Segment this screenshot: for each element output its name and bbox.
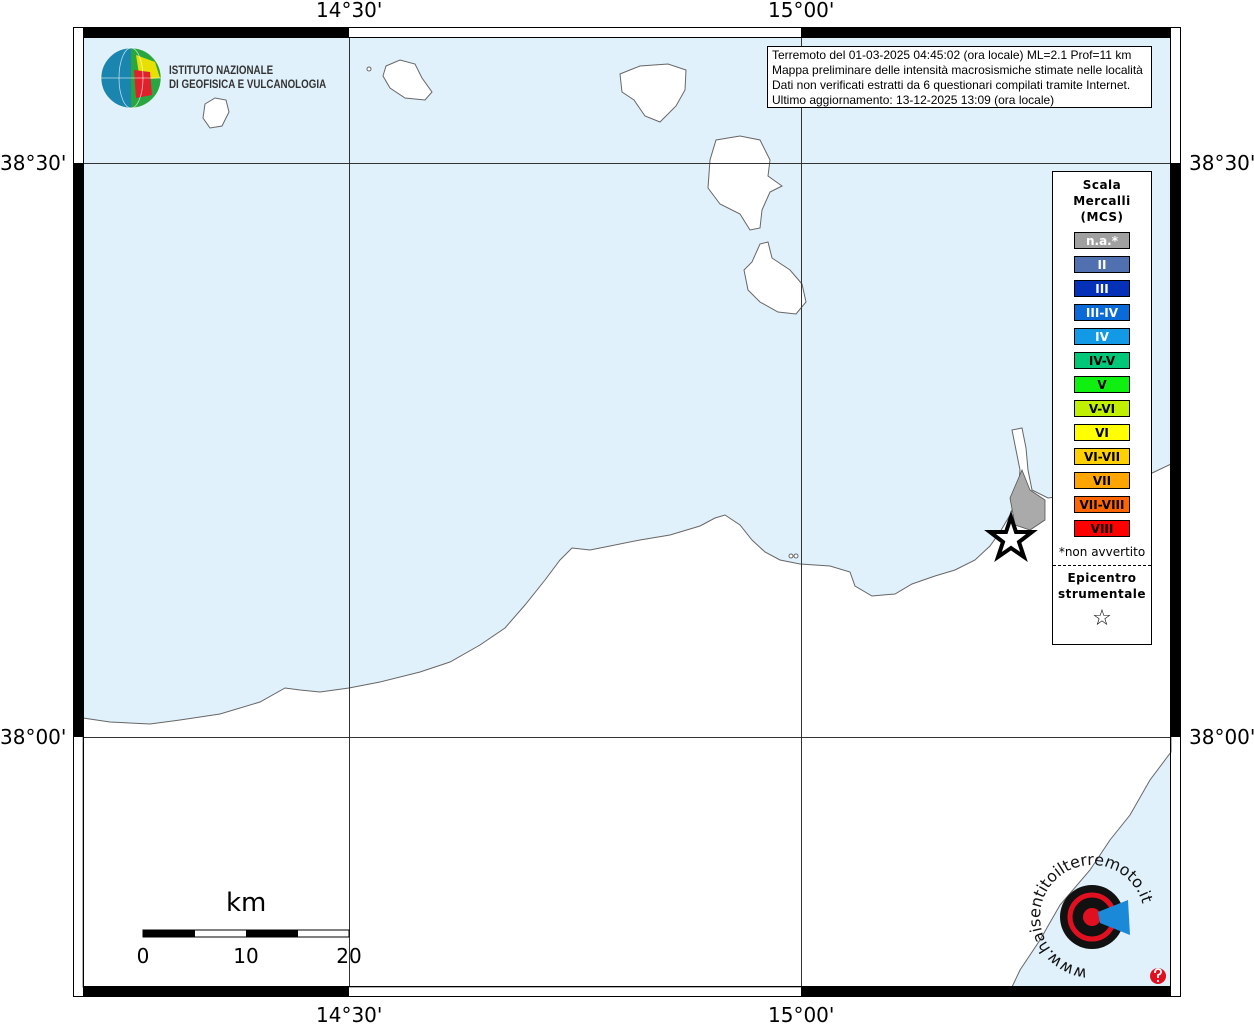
- lat-label-right-1: 38°30': [1189, 151, 1254, 175]
- lon-label-bottom-2: 15°00': [768, 1003, 835, 1027]
- map-frame-inner: [83, 37, 1171, 987]
- ingv-name-line2: DI GEOFISICA E VULCANOLOGIA: [169, 79, 327, 91]
- legend-divider: [1053, 565, 1151, 566]
- event-info-line: Ultimo aggiornamento: 13-12-2025 13:09 (…: [772, 93, 1055, 107]
- intensity-area: [1009, 468, 1046, 531]
- question-badge-icon: [1150, 968, 1166, 984]
- island: [743, 241, 807, 315]
- legend-swatch: III-IV: [1074, 304, 1130, 321]
- lon-label-top-2: 15°00': [768, 0, 835, 22]
- ingv-logo-text: ISTITUTO NAZIONALE DI GEOFISICA E VULCAN…: [169, 64, 326, 92]
- scale-bar: [142, 929, 350, 938]
- event-info-line: Dati non verificati estratti da 6 questi…: [772, 78, 1131, 92]
- scale-tick-label: 10: [233, 944, 259, 968]
- legend-note: *non avvertito: [1058, 545, 1146, 559]
- legend-swatch: II: [1074, 256, 1130, 273]
- island: [382, 59, 433, 101]
- ingv-name-line1: ISTITUTO NAZIONALE: [169, 65, 274, 77]
- island: [202, 97, 230, 129]
- lat-label-left-2: 38°00': [0, 725, 67, 749]
- graticule: [83, 37, 1171, 987]
- scale-tick-label: 0: [136, 944, 150, 968]
- legend-swatch: VII: [1074, 472, 1130, 489]
- islet: [793, 553, 799, 559]
- legend-swatch: n.a.*: [1074, 232, 1130, 249]
- legend-title-line: (MCS): [1080, 210, 1124, 224]
- legend-swatch: III: [1074, 280, 1130, 297]
- lon-label-bottom-1: 14°30': [316, 1003, 383, 1027]
- lat-label-left-1: 38°30': [0, 151, 67, 175]
- legend-swatch: VIII: [1074, 520, 1130, 537]
- legend-swatch: VII-VIII: [1074, 496, 1130, 513]
- legend-swatch: VI-VII: [1074, 448, 1130, 465]
- legend-swatch: V: [1074, 376, 1130, 393]
- legend-swatch: IV: [1074, 328, 1130, 345]
- legend-swatch: V-VI: [1074, 400, 1130, 417]
- island: [707, 135, 783, 231]
- lat-label-right-2: 38°00': [1189, 725, 1254, 749]
- ingv-logo-globe-icon: [100, 47, 162, 109]
- scale-tick-label: 20: [336, 944, 362, 968]
- legend-title: Scala Mercalli (MCS): [1053, 177, 1151, 225]
- island: [619, 63, 687, 123]
- islet: [788, 553, 794, 559]
- event-info-line: Mappa preliminare delle intensità macros…: [772, 63, 1143, 77]
- legend-title-line: Scala: [1082, 178, 1122, 192]
- scale-unit: km: [226, 888, 267, 918]
- legend-epicenter-label: Epicentro strumentale: [1053, 570, 1151, 602]
- epicenter-label-line: Epicentro: [1067, 571, 1137, 585]
- epicenter-star-icon: [984, 510, 1038, 563]
- lon-label-top-1: 14°30': [316, 0, 383, 22]
- legend-star-icon: ☆: [1092, 606, 1112, 631]
- event-info-box: Terremoto del 01-03-2025 04:45:02 (ora l…: [767, 46, 1152, 108]
- legend-swatch: VI: [1074, 424, 1130, 441]
- legend-title-line: Mercalli: [1073, 194, 1131, 208]
- mcs-legend: Scala Mercalli (MCS) n.a.* II III III-IV IV I…: [1052, 171, 1152, 645]
- epicenter-label-line: strumentale: [1057, 587, 1147, 601]
- legend-swatch: IV-V: [1074, 352, 1130, 369]
- islet: [366, 66, 372, 72]
- event-info-line: Terremoto del 01-03-2025 04:45:02 (ora l…: [772, 48, 1132, 62]
- legend-swatches: n.a.* II III III-IV IV IV-V V V-VI VI VI-VII VII VI…: [1053, 232, 1151, 537]
- frame-ticks: [74, 28, 1180, 996]
